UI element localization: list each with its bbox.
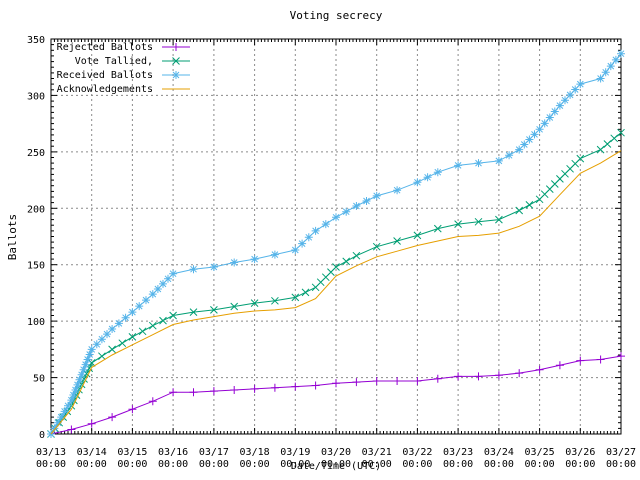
legend-marker-plus xyxy=(162,43,190,51)
series-line-vote-tallied xyxy=(50,132,622,435)
x-tick-date-label: 03/15 xyxy=(117,447,147,458)
x-tick-date-label: 03/18 xyxy=(240,447,270,458)
x-axis-title: Date/Time (UTC) xyxy=(290,461,382,472)
x-tick-time-label: 00:00 xyxy=(362,459,392,470)
x-tick-time-label: 00:00 xyxy=(158,459,188,470)
series-acknowledgements xyxy=(50,150,622,435)
y-tick-label: 0 xyxy=(39,430,45,441)
legend-entry-vote-tallied: Vote Tallied, xyxy=(53,54,191,68)
legend-label: Acknowledgements xyxy=(56,83,153,95)
x-tick-time-label: 00:00 xyxy=(280,459,310,470)
x-tick-time-label: 00:00 xyxy=(117,459,147,470)
series-line-acknowledgements xyxy=(50,150,622,435)
x-tick-labels: 03/1300:0003/1400:0003/1500:0003/1600:00… xyxy=(36,447,636,470)
axis-ticks xyxy=(50,38,622,435)
legend-label: Vote Tallied, xyxy=(74,55,153,67)
x-tick-time-label: 00:00 xyxy=(36,459,66,470)
legend-sample-vote-tallied xyxy=(162,57,190,65)
y-tick-label: 300 xyxy=(27,91,45,102)
y-tick-labels: 0 50 100 150 200 250 300 350 xyxy=(27,35,45,441)
legend-sample-acknowledgements xyxy=(162,88,190,90)
y-tick-label: 250 xyxy=(27,148,45,159)
x-tick-time-label: 00:00 xyxy=(443,459,473,470)
x-tick-date-label: 03/21 xyxy=(362,447,392,458)
y-tick-label: 200 xyxy=(27,204,45,215)
legend-entry-received-ballots: Received Ballots xyxy=(53,68,191,82)
x-tick-time-label: 00:00 xyxy=(606,459,636,470)
legend-marker-cross xyxy=(162,57,190,65)
y-tick-label: 100 xyxy=(27,317,45,328)
x-tick-date-label: 03/13 xyxy=(36,447,66,458)
x-tick-time-label: 00:00 xyxy=(77,459,107,470)
x-tick-time-label: 00:00 xyxy=(240,459,270,470)
legend: Rejected Ballots Vote Tallied, Received Ba… xyxy=(53,40,191,96)
x-tick-date-label: 03/25 xyxy=(525,447,555,458)
x-tick-time-label: 00:00 xyxy=(484,459,514,470)
legend-label: Rejected Ballots xyxy=(56,41,153,53)
y-tick-label: 350 xyxy=(27,35,45,46)
x-tick-date-label: 03/23 xyxy=(443,447,473,458)
x-tick-time-label: 00:00 xyxy=(199,459,229,470)
x-tick-date-label: 03/22 xyxy=(402,447,432,458)
x-tick-time-label: 00:00 xyxy=(565,459,595,470)
chart-title: Voting secrecy xyxy=(289,9,383,22)
legend-entry-acknowledgements: Acknowledgements xyxy=(53,82,191,96)
x-tick-date-label: 03/26 xyxy=(565,447,595,458)
legend-label: Received Ballots xyxy=(56,69,153,81)
x-tick-date-label: 03/17 xyxy=(199,447,229,458)
x-tick-time-label: 00:00 xyxy=(402,459,432,470)
x-tick-date-label: 03/20 xyxy=(321,447,351,458)
x-tick-time-label: 00:00 xyxy=(321,459,351,470)
grid-lines xyxy=(51,39,621,434)
legend-sample-rejected-ballots xyxy=(162,43,190,51)
x-tick-date-label: 03/24 xyxy=(484,447,514,458)
y-tick-label: 50 xyxy=(33,374,45,385)
x-tick-time-label: 00:00 xyxy=(525,459,555,470)
x-tick-date-label: 03/27 xyxy=(606,447,636,458)
x-tick-date-label: 03/16 xyxy=(158,447,188,458)
legend-entry-rejected-ballots: Rejected Ballots xyxy=(53,40,191,54)
y-axis-title: Ballots xyxy=(6,213,19,261)
x-tick-date-label: 03/19 xyxy=(280,447,310,458)
x-tick-date-label: 03/14 xyxy=(77,447,107,458)
legend-marker-asterisk xyxy=(162,71,190,79)
y-tick-label: 150 xyxy=(27,261,45,272)
legend-sample-received-ballots xyxy=(162,71,190,79)
